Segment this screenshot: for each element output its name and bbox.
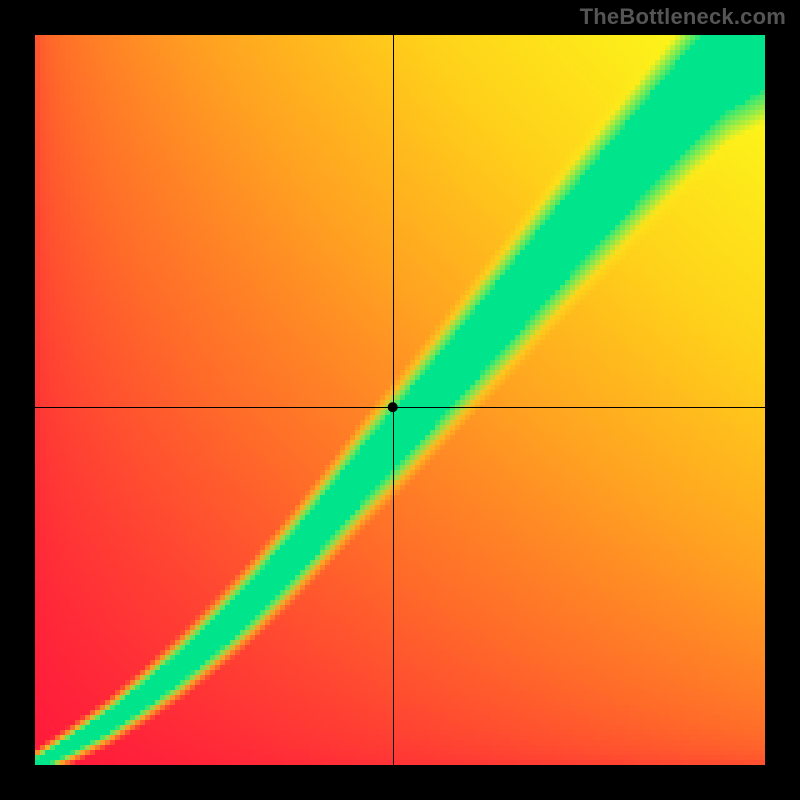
chart-container: TheBottleneck.com bbox=[0, 0, 800, 800]
bottleneck-heatmap bbox=[0, 0, 800, 800]
watermark-text: TheBottleneck.com bbox=[580, 4, 786, 30]
